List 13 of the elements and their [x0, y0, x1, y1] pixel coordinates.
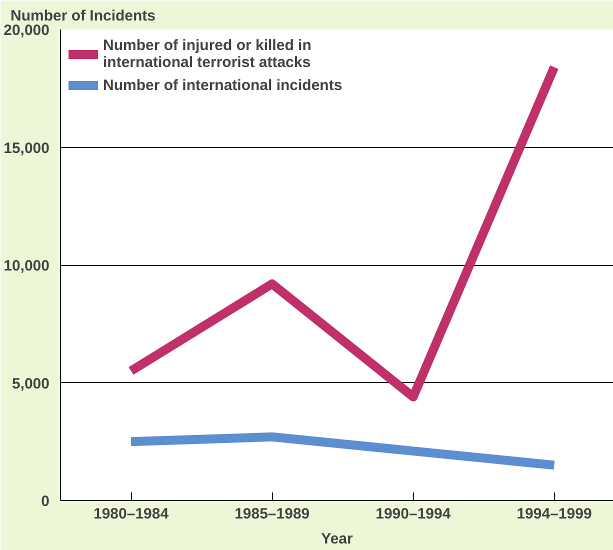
x-tick-label: 1980–1984 [93, 506, 170, 522]
y-axis-title: Number of Incidents [10, 8, 156, 24]
x-tick-label: 1994–1999 [516, 506, 592, 522]
y-tick-label: 20,000 [4, 22, 50, 39]
x-tick-label: 1985–1989 [234, 506, 310, 522]
legend-label: Number of injured or killed in international terrorist attacks [103, 37, 312, 71]
y-tick-label: 5,000 [12, 375, 50, 392]
x-tick-label: 1990–1994 [376, 506, 452, 522]
y-tick-label: 10,000 [4, 258, 50, 274]
y-tick-label: 15,000 [4, 140, 50, 157]
x-axis-title: Year [321, 530, 354, 548]
y-tick-label: 0 [41, 493, 50, 510]
legend-label: Number of international incidents [103, 76, 342, 94]
